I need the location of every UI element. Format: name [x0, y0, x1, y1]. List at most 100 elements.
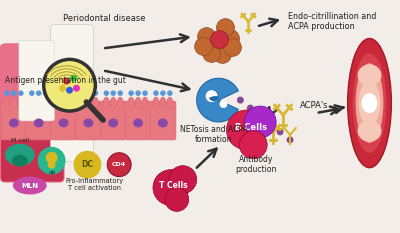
- Ellipse shape: [167, 97, 173, 109]
- Ellipse shape: [29, 97, 35, 109]
- Ellipse shape: [13, 177, 47, 195]
- Circle shape: [92, 90, 98, 96]
- Ellipse shape: [92, 97, 98, 109]
- Text: T Cells: T Cells: [158, 181, 187, 190]
- FancyBboxPatch shape: [0, 44, 64, 182]
- Circle shape: [18, 90, 24, 96]
- Ellipse shape: [86, 97, 91, 109]
- Circle shape: [277, 128, 284, 135]
- Ellipse shape: [34, 119, 44, 127]
- Circle shape: [237, 97, 244, 104]
- Circle shape: [79, 90, 84, 96]
- Circle shape: [206, 90, 218, 102]
- Circle shape: [142, 90, 148, 96]
- Circle shape: [153, 170, 189, 206]
- Circle shape: [239, 131, 267, 159]
- Circle shape: [74, 151, 101, 178]
- Ellipse shape: [59, 119, 68, 127]
- Ellipse shape: [358, 120, 382, 142]
- Ellipse shape: [18, 97, 24, 109]
- FancyBboxPatch shape: [19, 41, 55, 121]
- Text: Antibody
production: Antibody production: [236, 155, 277, 174]
- FancyBboxPatch shape: [51, 25, 93, 162]
- Ellipse shape: [43, 97, 49, 109]
- Circle shape: [11, 90, 17, 96]
- Ellipse shape: [356, 63, 384, 143]
- FancyBboxPatch shape: [1, 101, 27, 140]
- Circle shape: [165, 188, 189, 211]
- Circle shape: [36, 90, 42, 96]
- Circle shape: [167, 90, 173, 96]
- Ellipse shape: [54, 97, 60, 109]
- Text: B Cells: B Cells: [235, 123, 267, 132]
- FancyBboxPatch shape: [76, 101, 101, 140]
- Circle shape: [226, 110, 266, 150]
- Ellipse shape: [160, 97, 166, 109]
- Circle shape: [208, 34, 226, 52]
- Circle shape: [224, 38, 241, 56]
- Ellipse shape: [11, 97, 17, 109]
- Ellipse shape: [4, 97, 10, 109]
- Circle shape: [247, 105, 254, 112]
- Text: ACPA's: ACPA's: [300, 101, 328, 110]
- Ellipse shape: [153, 97, 159, 109]
- Circle shape: [70, 75, 77, 82]
- Ellipse shape: [84, 119, 93, 127]
- Ellipse shape: [78, 97, 84, 109]
- Text: Pro-Inflammatory
T cell activation: Pro-Inflammatory T cell activation: [65, 178, 124, 191]
- Ellipse shape: [103, 97, 109, 109]
- Circle shape: [46, 152, 58, 164]
- Circle shape: [203, 45, 220, 62]
- Text: CD4: CD4: [112, 162, 126, 167]
- Text: Antigen presentation in the gut: Antigen presentation in the gut: [5, 76, 126, 85]
- Ellipse shape: [362, 93, 378, 113]
- Circle shape: [43, 90, 48, 96]
- Circle shape: [59, 85, 66, 92]
- Text: Endo-citrillination and
ACPA production: Endo-citrillination and ACPA production: [288, 12, 376, 31]
- Circle shape: [44, 59, 95, 111]
- FancyBboxPatch shape: [26, 101, 52, 140]
- Ellipse shape: [128, 97, 134, 109]
- Circle shape: [135, 90, 141, 96]
- Circle shape: [195, 38, 212, 55]
- Ellipse shape: [358, 81, 380, 125]
- Ellipse shape: [12, 155, 28, 167]
- Circle shape: [244, 106, 276, 138]
- Circle shape: [198, 27, 216, 45]
- Circle shape: [220, 100, 228, 108]
- Text: MLN: MLN: [21, 182, 38, 188]
- FancyBboxPatch shape: [100, 101, 126, 140]
- Circle shape: [48, 161, 56, 169]
- Ellipse shape: [108, 119, 118, 127]
- Circle shape: [38, 147, 66, 175]
- Ellipse shape: [142, 97, 148, 109]
- Circle shape: [222, 30, 239, 48]
- Circle shape: [104, 90, 109, 96]
- Ellipse shape: [60, 97, 66, 109]
- Text: M cell: M cell: [11, 138, 29, 143]
- Ellipse shape: [348, 38, 391, 168]
- Circle shape: [216, 19, 234, 37]
- Circle shape: [54, 90, 60, 96]
- Text: Periodontal disease: Periodontal disease: [63, 14, 146, 23]
- Circle shape: [4, 90, 10, 96]
- Circle shape: [257, 113, 264, 120]
- Ellipse shape: [36, 97, 42, 109]
- Ellipse shape: [5, 144, 35, 166]
- Circle shape: [61, 90, 66, 96]
- Circle shape: [214, 45, 232, 63]
- FancyBboxPatch shape: [51, 101, 76, 140]
- FancyBboxPatch shape: [150, 101, 176, 140]
- Text: NETosis and ACPA
formation: NETosis and ACPA formation: [180, 125, 248, 144]
- Circle shape: [128, 90, 134, 96]
- Circle shape: [110, 90, 116, 96]
- Circle shape: [153, 90, 159, 96]
- Ellipse shape: [68, 97, 74, 109]
- Circle shape: [86, 90, 91, 96]
- Circle shape: [118, 90, 123, 96]
- Wedge shape: [197, 78, 238, 122]
- Ellipse shape: [353, 53, 386, 153]
- Ellipse shape: [110, 97, 116, 109]
- Circle shape: [267, 120, 274, 127]
- FancyBboxPatch shape: [0, 44, 28, 138]
